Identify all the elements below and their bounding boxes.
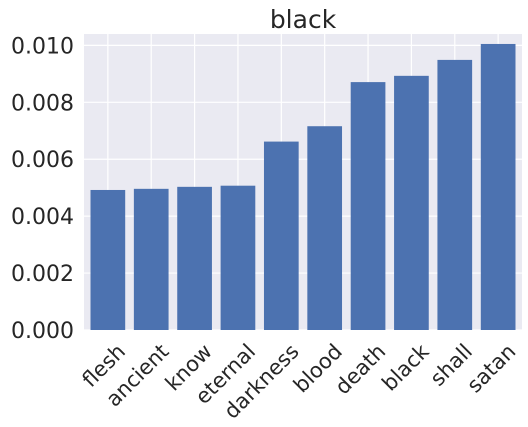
y-tick-label: 0.004 (11, 205, 74, 230)
bar-satan (480, 43, 516, 330)
bar-flesh (90, 189, 126, 330)
bar-darkness (263, 141, 299, 330)
bar-black (394, 75, 429, 330)
bars (90, 43, 516, 331)
y-tick-label: 0.006 (11, 148, 74, 173)
x-tick-label: black (377, 339, 434, 396)
x-tick-label: satan (462, 339, 520, 397)
bar-eternal (220, 185, 256, 330)
bar-know (177, 186, 212, 330)
chart-title: black (270, 5, 337, 34)
bar-death (350, 82, 386, 330)
y-tick-labels: 0.000 0.002 0.004 0.006 0.008 0.010 (11, 34, 74, 344)
x-tick-labels: fleshancientknoweternaldarknessblooddeat… (78, 339, 521, 424)
bar-shall (437, 59, 473, 331)
bar-ancient (133, 188, 169, 330)
y-tick-label: 0.008 (11, 91, 74, 116)
bar-blood (307, 126, 343, 330)
x-tick-label: death (330, 339, 390, 399)
y-tick-label: 0.010 (11, 34, 74, 59)
y-tick-label: 0.000 (11, 319, 74, 344)
y-tick-label: 0.002 (11, 262, 74, 287)
